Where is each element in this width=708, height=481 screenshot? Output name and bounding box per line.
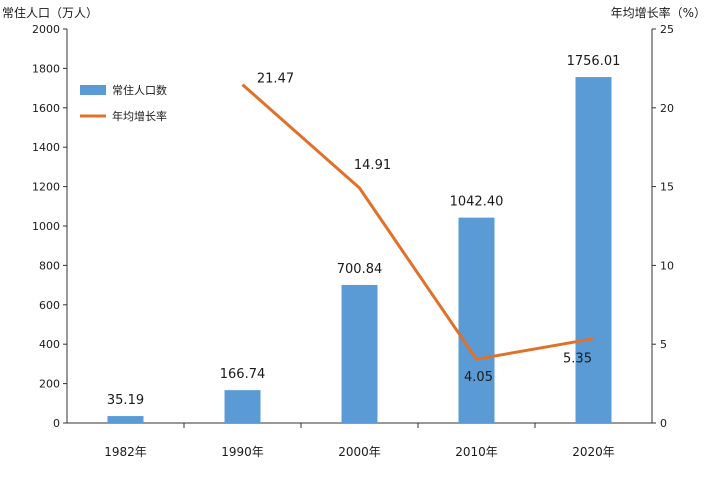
line-value-label: 21.47 bbox=[257, 72, 294, 87]
legend-label-line: 年均增长率 bbox=[112, 109, 167, 123]
line-value-label: 4.05 bbox=[464, 370, 493, 385]
y-left-tick-label: 1600 bbox=[32, 102, 60, 115]
bar bbox=[575, 77, 612, 423]
bar-value-label: 35.19 bbox=[107, 393, 144, 408]
y-right-tick-label: 5 bbox=[660, 338, 667, 351]
bar bbox=[341, 284, 378, 423]
bar bbox=[458, 217, 495, 423]
bar bbox=[224, 390, 261, 423]
y-left-tick-label: 1400 bbox=[32, 141, 60, 154]
bar-value-label: 1756.01 bbox=[567, 54, 621, 69]
y-left-tick-label: 1000 bbox=[32, 220, 60, 233]
y-left-tick-label: 1200 bbox=[32, 181, 60, 194]
y-right-tick-label: 20 bbox=[660, 102, 674, 115]
y-right-axis-title: 年均增长率（%） bbox=[611, 5, 706, 20]
x-tick-label: 2000年 bbox=[338, 445, 381, 459]
line-value-label: 5.35 bbox=[563, 352, 592, 367]
y-left-tick-label: 2000 bbox=[32, 23, 60, 36]
line-series bbox=[241, 83, 594, 361]
x-tick-label: 1982年 bbox=[104, 445, 147, 459]
y-right-tick-label: 25 bbox=[660, 23, 674, 36]
bar-series bbox=[107, 77, 612, 423]
legend-label-bar: 常住人口数 bbox=[112, 83, 167, 97]
legend: 常住人口数 年均增长率 bbox=[80, 83, 167, 123]
x-tick-label: 1990年 bbox=[221, 445, 264, 459]
growth-rate-line bbox=[241, 83, 594, 361]
y-right-tick-label: 10 bbox=[660, 259, 674, 272]
bar-value-label: 1042.40 bbox=[450, 195, 504, 210]
line-value-label: 14.91 bbox=[354, 158, 391, 173]
y-left-tick-label: 1800 bbox=[32, 62, 60, 75]
axes: 0 200 400 600 800 1000 1200 1400 1600 1800 2000 0 5 1… bbox=[32, 23, 674, 459]
legend-swatch-bar bbox=[80, 85, 106, 95]
y-left-axis-title: 常住人口（万人） bbox=[2, 6, 98, 20]
y-left-tick-label: 400 bbox=[39, 338, 60, 351]
y-left-tick-label: 0 bbox=[53, 417, 60, 430]
y-right-tick-label: 0 bbox=[660, 417, 667, 430]
bar-value-label: 700.84 bbox=[337, 262, 383, 277]
y-left-tick-label: 800 bbox=[39, 259, 60, 272]
bar bbox=[107, 416, 144, 423]
y-left-tick-label: 200 bbox=[39, 378, 60, 391]
data-labels: 35.19 166.74 700.84 1042.40 1756.01 21.47 14.9… bbox=[107, 54, 620, 408]
bar-value-label: 166.74 bbox=[220, 367, 266, 382]
y-right-tick-label: 15 bbox=[660, 181, 674, 194]
x-tick-label: 2010年 bbox=[455, 445, 498, 459]
x-tick-label: 2020年 bbox=[572, 445, 615, 459]
y-left-tick-label: 600 bbox=[39, 299, 60, 312]
